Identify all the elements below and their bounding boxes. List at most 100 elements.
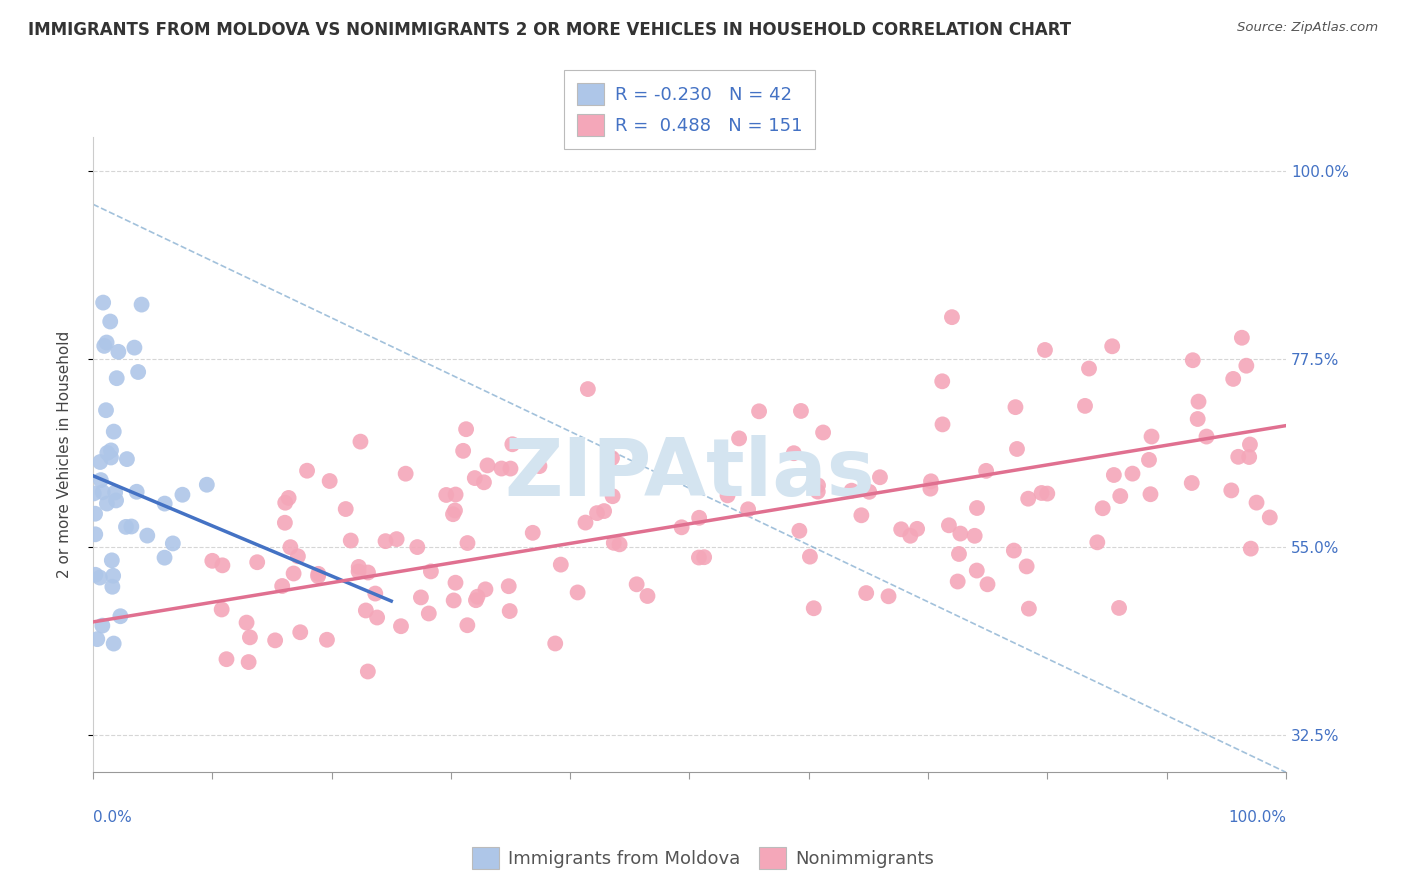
Point bbox=[316, 632, 339, 647]
Point bbox=[576, 382, 599, 396]
Point bbox=[295, 464, 318, 478]
Point bbox=[103, 425, 125, 439]
Point bbox=[949, 526, 972, 541]
Point bbox=[877, 589, 900, 603]
Point bbox=[737, 502, 759, 516]
Point bbox=[215, 652, 238, 666]
Point bbox=[1246, 495, 1268, 509]
Point bbox=[125, 484, 148, 499]
Point bbox=[91, 295, 114, 310]
Point bbox=[211, 602, 233, 616]
Point bbox=[1234, 359, 1257, 373]
Point bbox=[374, 534, 396, 549]
Point bbox=[567, 585, 589, 599]
Point bbox=[586, 506, 609, 520]
Point bbox=[600, 451, 623, 466]
Point bbox=[1102, 468, 1125, 483]
Point bbox=[235, 615, 257, 630]
Point bbox=[274, 496, 297, 510]
Point bbox=[491, 461, 513, 475]
Point bbox=[1187, 412, 1209, 426]
Point bbox=[318, 474, 340, 488]
Point bbox=[162, 536, 184, 550]
Point bbox=[1140, 429, 1163, 443]
Legend: R = -0.230   N = 42, R =  0.488   N = 151: R = -0.230 N = 42, R = 0.488 N = 151 bbox=[564, 70, 815, 149]
Point bbox=[418, 607, 440, 621]
Point bbox=[890, 522, 912, 536]
Point bbox=[1139, 487, 1161, 501]
Point bbox=[84, 507, 107, 521]
Point bbox=[1004, 400, 1026, 414]
Text: IMMIGRANTS FROM MOLDOVA VS NONIMMIGRANTS 2 OR MORE VEHICLES IN HOUSEHOLD CORRELA: IMMIGRANTS FROM MOLDOVA VS NONIMMIGRANTS… bbox=[28, 21, 1071, 38]
Point bbox=[931, 374, 953, 388]
Point bbox=[602, 489, 624, 503]
Point bbox=[91, 618, 114, 632]
Point bbox=[98, 314, 121, 328]
Point bbox=[966, 564, 988, 578]
Point bbox=[84, 567, 107, 582]
Point bbox=[238, 655, 260, 669]
Point bbox=[671, 520, 693, 534]
Point bbox=[637, 589, 659, 603]
Point bbox=[693, 550, 716, 565]
Point bbox=[465, 593, 488, 607]
Point bbox=[976, 577, 998, 591]
Point bbox=[869, 470, 891, 484]
Point bbox=[544, 636, 567, 650]
Point bbox=[855, 586, 877, 600]
Point bbox=[807, 484, 830, 499]
Point bbox=[274, 516, 297, 530]
Point bbox=[603, 536, 626, 550]
Point bbox=[136, 528, 159, 542]
Point bbox=[477, 458, 499, 473]
Point bbox=[1109, 489, 1132, 503]
Point bbox=[335, 502, 357, 516]
Point bbox=[271, 579, 294, 593]
Point bbox=[966, 501, 988, 516]
Point bbox=[443, 593, 465, 607]
Point bbox=[105, 371, 128, 385]
Point bbox=[1137, 453, 1160, 467]
Point bbox=[688, 510, 710, 524]
Point bbox=[1230, 331, 1253, 345]
Point bbox=[841, 483, 863, 498]
Point bbox=[201, 554, 224, 568]
Point bbox=[105, 493, 128, 508]
Point bbox=[1036, 486, 1059, 500]
Point bbox=[347, 565, 370, 579]
Point bbox=[920, 482, 942, 496]
Point bbox=[84, 527, 107, 541]
Point bbox=[1033, 343, 1056, 357]
Point bbox=[748, 404, 770, 418]
Point bbox=[1005, 442, 1028, 456]
Point bbox=[593, 504, 616, 518]
Text: 0.0%: 0.0% bbox=[93, 810, 132, 825]
Point bbox=[354, 603, 377, 617]
Point bbox=[529, 459, 551, 474]
Point bbox=[86, 632, 108, 647]
Point bbox=[115, 452, 138, 467]
Point bbox=[409, 591, 432, 605]
Point bbox=[946, 574, 969, 589]
Point bbox=[1018, 601, 1040, 615]
Point bbox=[91, 485, 114, 500]
Point bbox=[444, 503, 467, 517]
Point bbox=[100, 443, 122, 458]
Point bbox=[1121, 467, 1143, 481]
Point bbox=[1017, 491, 1039, 506]
Point bbox=[803, 601, 825, 615]
Point bbox=[1101, 339, 1123, 353]
Point bbox=[94, 403, 117, 417]
Point bbox=[789, 524, 811, 538]
Point bbox=[307, 566, 329, 581]
Point bbox=[799, 549, 821, 564]
Point bbox=[688, 550, 710, 565]
Point bbox=[716, 488, 738, 502]
Point bbox=[1258, 510, 1281, 524]
Point bbox=[948, 547, 970, 561]
Point bbox=[406, 540, 429, 554]
Text: 100.0%: 100.0% bbox=[1227, 810, 1286, 825]
Y-axis label: 2 or more Vehicles in Household: 2 or more Vehicles in Household bbox=[58, 331, 72, 579]
Point bbox=[456, 536, 478, 550]
Point bbox=[89, 455, 111, 469]
